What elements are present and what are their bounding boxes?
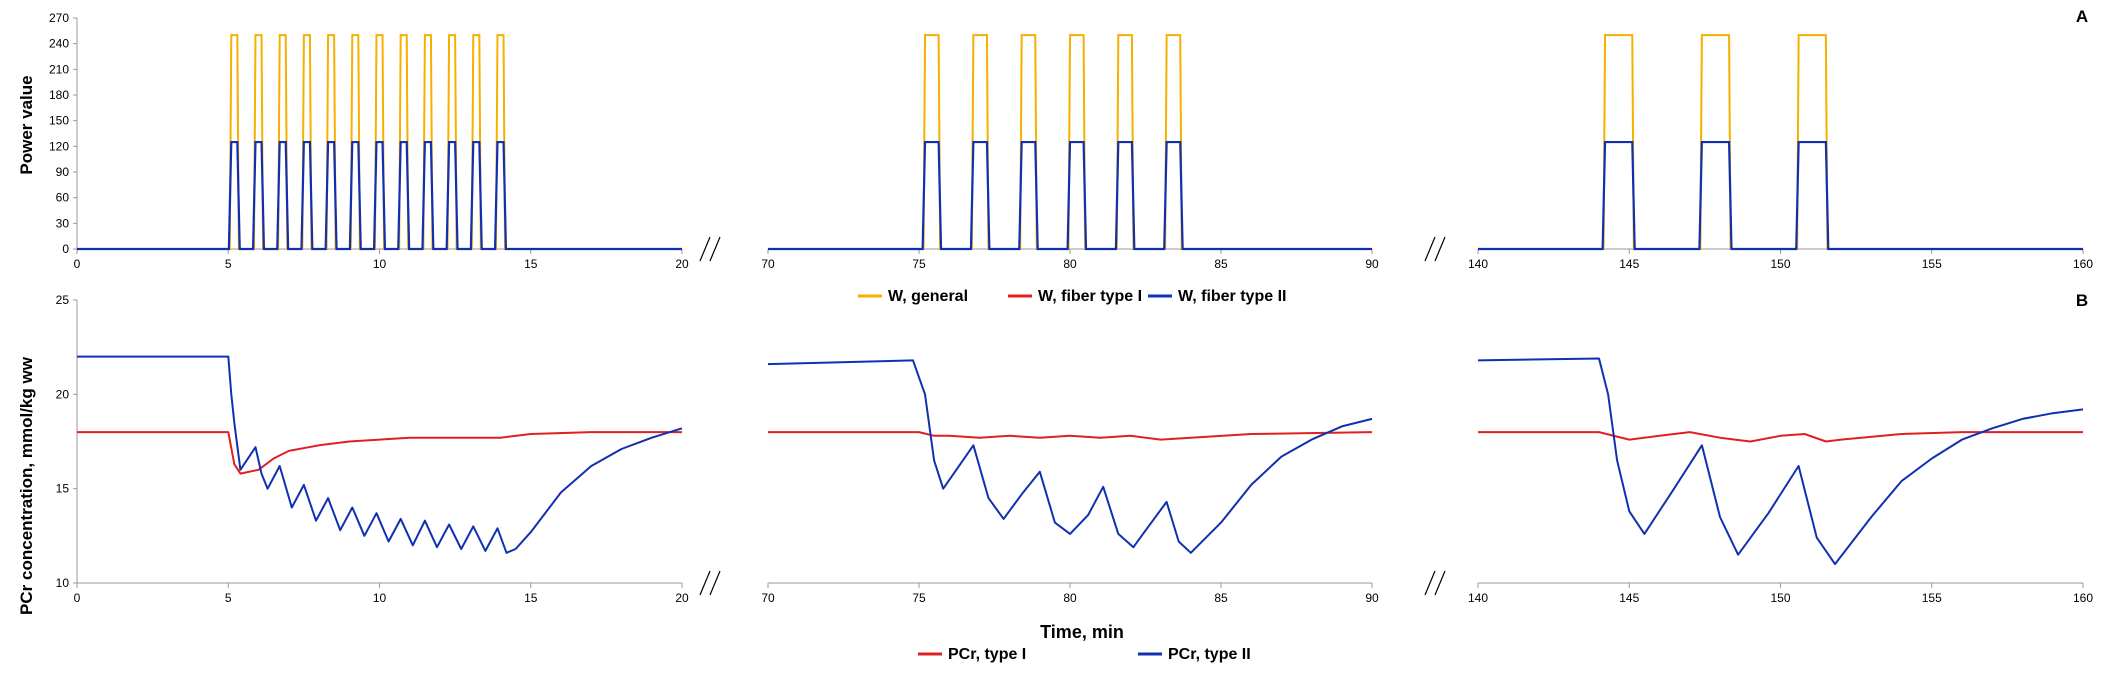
power-y-tick-label: 30	[56, 216, 70, 230]
pcr-y-tick-label: 10	[56, 576, 70, 590]
power-x-tick-label: 160	[2073, 257, 2093, 271]
power-axis-break	[1434, 236, 1446, 262]
pcr-axis-break	[1424, 570, 1436, 596]
power-panel: 0 30 60 90 120 150 180 210 240 270 0 5 10 15 20 70 75 80 8…	[49, 11, 2093, 271]
power-x-tick-label: 80	[1063, 257, 1077, 271]
power-x-tick-label: 10	[373, 257, 387, 271]
pcr-axis-break	[699, 570, 711, 596]
power-y-tick-label: 120	[49, 139, 69, 153]
pcr-x-tick-label: 5	[225, 591, 232, 605]
power-y-tick-label: 90	[56, 165, 70, 179]
power-y-tick-label: 150	[49, 114, 69, 128]
pcr-y-axis-label: PCr concentration, mmol/kg ww	[17, 356, 36, 615]
power-x-tick-label: 145	[1619, 257, 1639, 271]
series-pcr-type2-line	[1477, 357, 2084, 566]
pcr-x-tick-label: 85	[1214, 591, 1228, 605]
panel-label-b: B	[2076, 291, 2088, 310]
pcr-panel: 10 15 20 25 0 5 10 15 20 70 75 80 85 90 140 145 150 155 16…	[56, 293, 2094, 605]
power-x-tick-label: 140	[1468, 257, 1488, 271]
power-x-tick-label: 155	[1922, 257, 1942, 271]
series-pcr-type1-line	[77, 431, 682, 475]
power-x-tick-label: 90	[1365, 257, 1379, 271]
power-x-tick-label: 85	[1214, 257, 1228, 271]
pcr-axis-break	[709, 570, 721, 596]
pcr-x-tick-label: 15	[524, 591, 538, 605]
panel-label-a: A	[2076, 7, 2088, 26]
legend-label-w-type1: W, fiber type I	[1038, 288, 1142, 305]
power-y-tick-label: 60	[56, 191, 70, 205]
power-legend: W, general W, fiber type I W, fiber type…	[858, 288, 1286, 305]
power-y-tick-label: 210	[49, 62, 69, 76]
pcr-x-tick-label: 90	[1365, 591, 1379, 605]
pcr-x-tick-label: 10	[373, 591, 387, 605]
power-y-axis-label: Power value	[17, 75, 36, 174]
pcr-legend: PCr, type I PCr, type II	[918, 646, 1251, 663]
pcr-x-tick-label: 70	[761, 591, 775, 605]
pcr-x-tick-label: 75	[912, 591, 926, 605]
series-pcr-type2-line	[77, 355, 683, 554]
pcr-x-tick-label: 20	[675, 591, 689, 605]
power-x-tick-label: 75	[912, 257, 926, 271]
power-y-tick-label: 270	[49, 11, 69, 25]
power-axis-break	[699, 236, 711, 262]
legend-label-pcr-type1: PCr, type I	[948, 646, 1026, 663]
legend-label-w-type2: W, fiber type II	[1178, 288, 1286, 305]
time-x-axis-label: Time, min	[1040, 622, 1124, 642]
series-w-type2-line	[77, 140, 682, 251]
pcr-x-tick-label: 160	[2073, 591, 2093, 605]
pcr-axis-break	[1434, 570, 1446, 596]
pcr-x-tick-label: 140	[1468, 591, 1488, 605]
power-x-tick-label: 150	[1770, 257, 1790, 271]
power-x-tick-label: 5	[225, 257, 232, 271]
series-w-general-line	[1478, 34, 2083, 250]
pcr-y-tick-label: 25	[56, 293, 70, 307]
series-w-type2-line	[768, 140, 1372, 251]
pcr-x-tick-label: 0	[74, 591, 81, 605]
pcr-x-tick-label: 150	[1770, 591, 1790, 605]
power-y-tick-label: 240	[49, 37, 69, 51]
power-x-tick-label: 15	[524, 257, 538, 271]
legend-label-pcr-type2: PCr, type II	[1168, 646, 1251, 663]
pcr-y-tick-label: 20	[56, 387, 70, 401]
pcr-x-tick-label: 145	[1619, 591, 1639, 605]
series-pcr-type2-line	[767, 359, 1373, 554]
pcr-y-tick-label: 15	[56, 482, 70, 496]
power-y-tick-label: 0	[62, 242, 69, 256]
power-x-tick-label: 20	[675, 257, 689, 271]
series-pcr-type1-line	[768, 431, 1373, 441]
legend-label-w-general: W, general	[888, 288, 968, 305]
power-x-tick-label: 70	[761, 257, 775, 271]
series-pcr-type1-line	[1478, 431, 2083, 443]
pcr-x-tick-label: 155	[1922, 591, 1942, 605]
power-axis-break	[709, 236, 721, 262]
pcr-x-tick-label: 80	[1063, 591, 1077, 605]
power-y-tick-label: 180	[49, 88, 69, 102]
power-axis-break	[1424, 236, 1436, 262]
power-x-tick-label: 0	[74, 257, 81, 271]
series-w-type2-line	[1478, 140, 2083, 251]
